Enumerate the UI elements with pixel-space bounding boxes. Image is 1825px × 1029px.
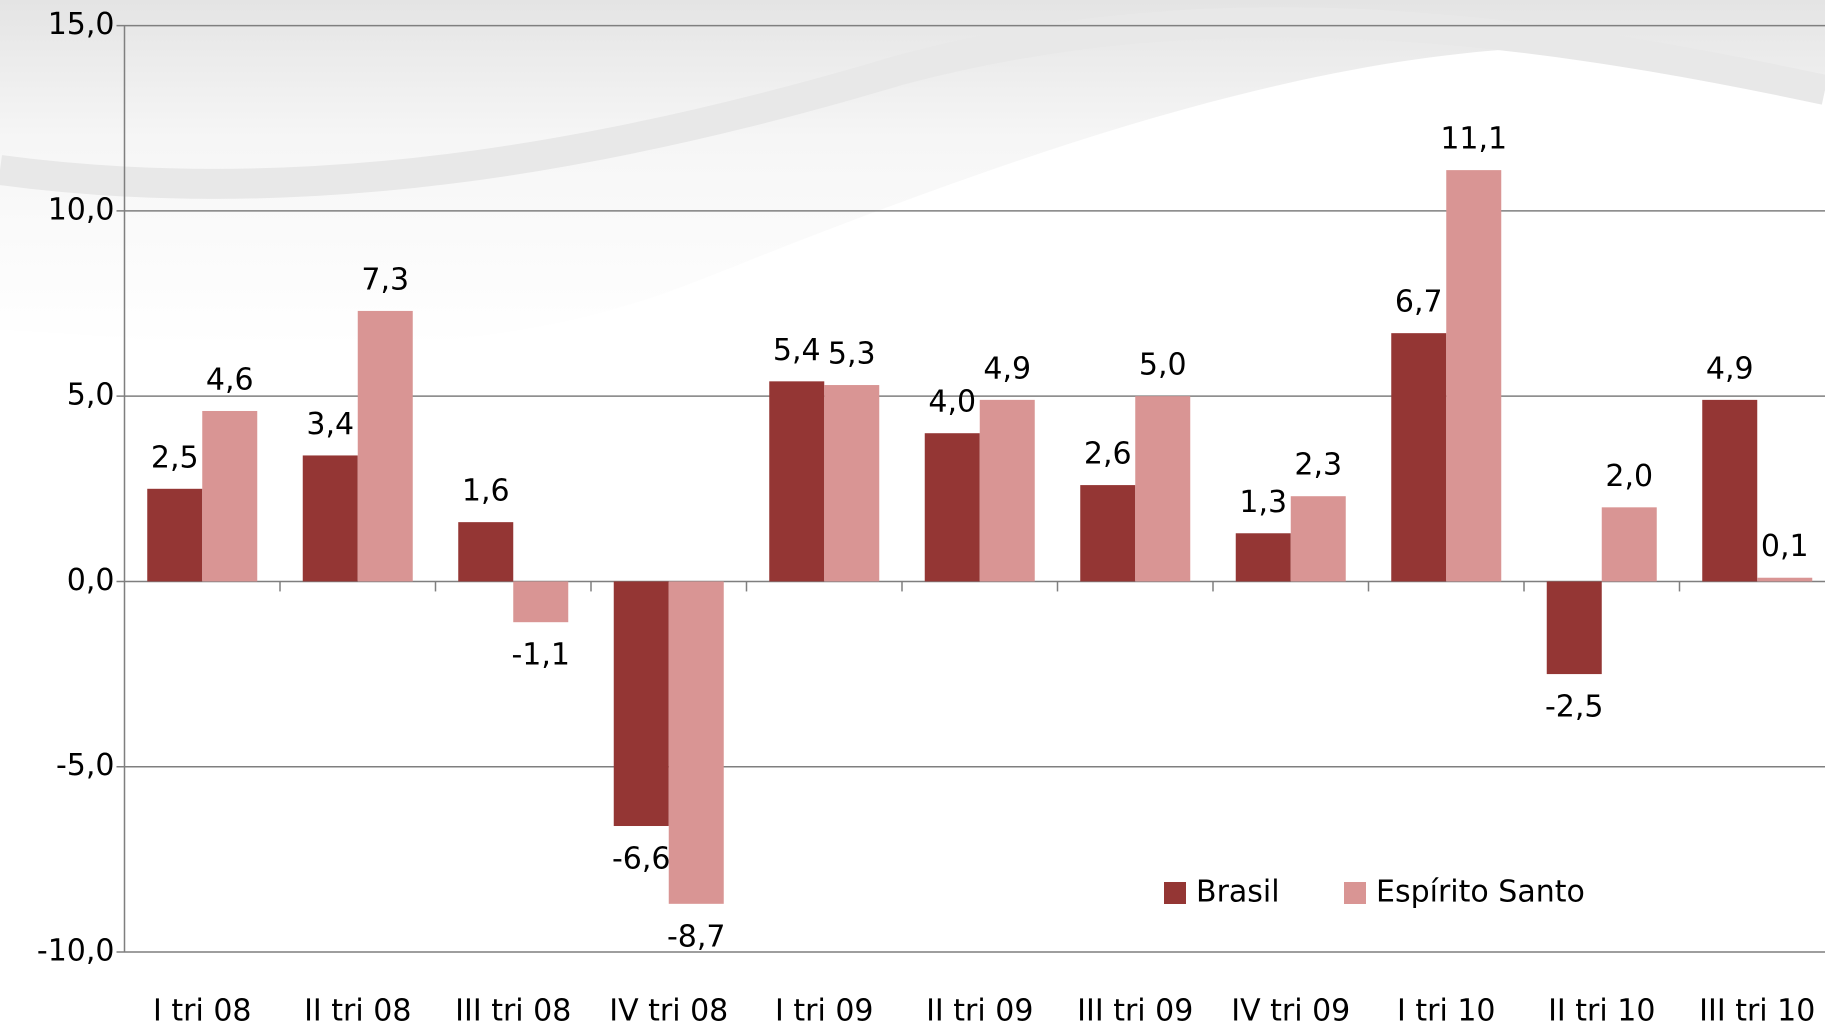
data-label: 5,0 [1139, 348, 1187, 383]
data-label: -6,6 [612, 842, 671, 877]
data-label: -1,1 [511, 638, 570, 673]
legend-swatch [1344, 882, 1366, 904]
data-label: 4,0 [928, 385, 976, 420]
data-label: 5,4 [773, 333, 821, 368]
bar [1601, 507, 1657, 582]
x-tick-label: IV tri 09 [1231, 994, 1350, 1029]
bar [769, 381, 825, 582]
background-swoosh [0, 0, 1825, 347]
bar [147, 488, 203, 582]
data-label: 4,9 [983, 351, 1031, 386]
data-label: 7,3 [361, 262, 409, 297]
data-label: 4,9 [1706, 351, 1754, 386]
data-label: 1,6 [462, 474, 510, 509]
bar [1546, 581, 1602, 675]
x-tick-label: III tri 10 [1699, 994, 1815, 1029]
background-swoosh [0, 7, 1825, 199]
bar [924, 433, 980, 582]
data-label: 2,3 [1294, 448, 1342, 483]
x-tick-label: I tri 10 [1397, 994, 1496, 1029]
x-tick-label: I tri 08 [153, 994, 252, 1029]
bar [302, 455, 358, 582]
y-tick-label: -5,0 [56, 748, 115, 783]
data-label: -2,5 [1545, 690, 1604, 725]
data-label: -8,7 [667, 919, 726, 954]
data-label: 0,1 [1761, 529, 1809, 564]
data-label: 1,3 [1239, 485, 1287, 520]
x-tick-label: I tri 09 [775, 994, 874, 1029]
bar [1135, 396, 1191, 582]
bar [202, 410, 258, 582]
bar [1446, 170, 1502, 582]
data-label: 5,3 [828, 337, 876, 372]
x-tick-label: IV tri 08 [609, 994, 728, 1029]
y-tick-label: -10,0 [37, 934, 115, 969]
data-label: 6,7 [1395, 285, 1443, 320]
legend-label: Brasil [1196, 875, 1280, 910]
legend-swatch [1164, 882, 1186, 904]
x-tick-label: II tri 09 [926, 994, 1033, 1029]
bar [1290, 496, 1346, 582]
x-tick-label: III tri 08 [455, 994, 571, 1029]
bar [613, 581, 669, 827]
y-tick-label: 10,0 [48, 192, 115, 227]
x-tick-label: III tri 09 [1077, 994, 1193, 1029]
bar [668, 581, 724, 904]
x-tick-label: II tri 08 [304, 994, 411, 1029]
x-tick-label: II tri 10 [1548, 994, 1655, 1029]
bar [458, 522, 514, 582]
bar [1702, 399, 1758, 582]
data-label: 2,6 [1084, 437, 1132, 472]
bar [1757, 577, 1813, 582]
legend-label: Espírito Santo [1376, 875, 1585, 910]
data-label: 2,0 [1605, 459, 1653, 494]
data-label: 2,5 [151, 440, 199, 475]
bar [1391, 333, 1447, 582]
bar [979, 399, 1035, 582]
y-tick-label: 15,0 [48, 7, 115, 42]
bar [357, 310, 413, 582]
bar [824, 385, 880, 582]
bar [1235, 533, 1291, 582]
y-tick-label: 5,0 [67, 378, 115, 413]
data-label: 11,1 [1440, 122, 1507, 157]
bar [1080, 485, 1136, 582]
data-label: 3,4 [306, 407, 354, 442]
data-label: 4,6 [206, 362, 254, 397]
bar [513, 581, 569, 623]
y-tick-label: 0,0 [67, 563, 115, 598]
